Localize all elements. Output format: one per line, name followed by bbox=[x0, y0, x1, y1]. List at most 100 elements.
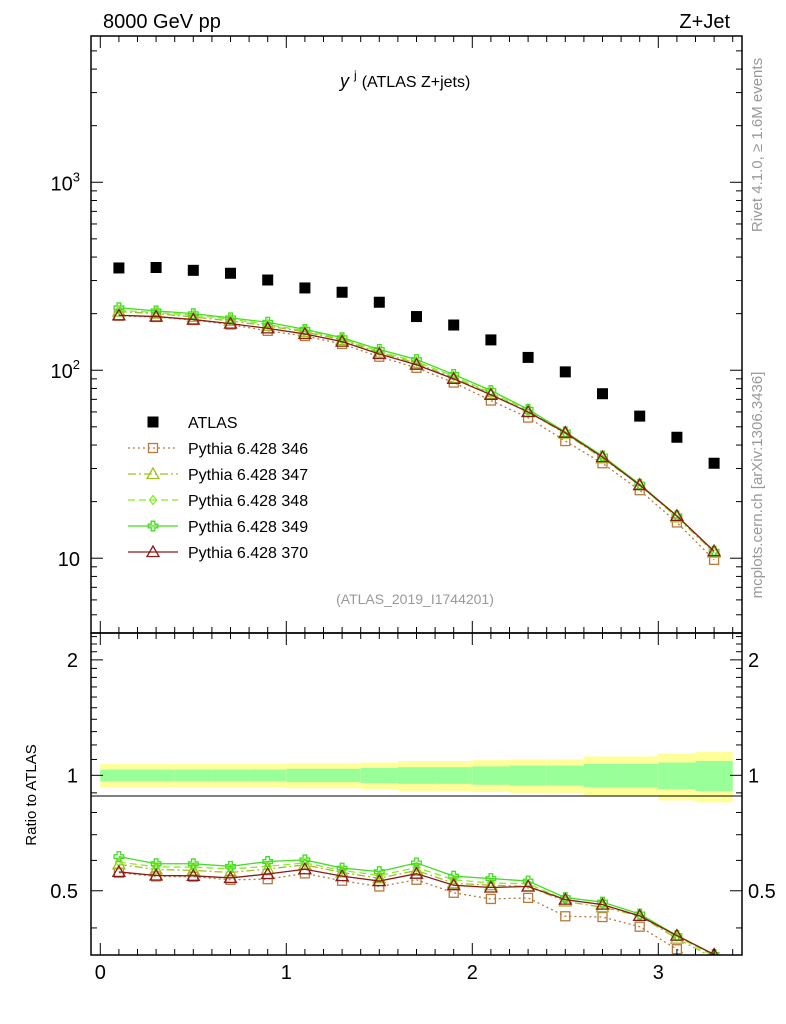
data-point-p370 bbox=[334, 334, 350, 347]
data-point-atlas bbox=[150, 262, 162, 274]
ratio-point-p349 bbox=[150, 858, 162, 870]
data-point-p349 bbox=[150, 305, 162, 317]
data-point-atlas bbox=[559, 366, 571, 378]
data-point-p349 bbox=[225, 312, 236, 324]
data-point-p346 bbox=[522, 412, 534, 423]
legend-marker-p347 bbox=[145, 466, 161, 480]
ratio-point-p370 bbox=[483, 880, 499, 893]
analysis-id: (ATLAS_2019_I1744201) bbox=[336, 591, 494, 607]
axis-ticks bbox=[91, 35, 742, 955]
data-point-p370 bbox=[558, 425, 573, 438]
ratio-point-p370 bbox=[669, 928, 685, 941]
ratio-point-p346 bbox=[485, 893, 497, 905]
ratio-point-p347 bbox=[186, 863, 201, 876]
y-tick-label: 102 bbox=[51, 357, 80, 383]
series-atlas bbox=[113, 262, 720, 469]
legend-label: Pythia 6.428 370 bbox=[188, 545, 308, 562]
legend-entry-p346: Pythia 6.428 346 bbox=[128, 441, 308, 458]
ratio-band-inner-segment bbox=[249, 769, 287, 782]
ratio-point-p349 bbox=[187, 858, 199, 870]
series-p370 bbox=[111, 307, 722, 557]
legend-label: Pythia 6.428 349 bbox=[188, 519, 308, 536]
ratio-point-p370 bbox=[709, 947, 719, 955]
data-point-atlas bbox=[336, 286, 348, 298]
data-point-atlas bbox=[225, 267, 236, 279]
mcplots-label: mcplots.cern.ch [arXiv:1306.3436] bbox=[749, 372, 766, 599]
ratio-series-p370 bbox=[111, 861, 719, 955]
data-point-atlas bbox=[671, 431, 683, 443]
legend: ATLAS Pythia 6.428 346 Pythia 6.428 347 Pyt… bbox=[128, 415, 308, 562]
x-tick-label: 3 bbox=[653, 962, 664, 984]
data-point-p370 bbox=[520, 404, 536, 418]
data-point-atlas bbox=[262, 274, 274, 286]
data-point-p370 bbox=[706, 543, 722, 557]
data-point-p370 bbox=[260, 321, 275, 334]
ratio-band-inner-segment bbox=[695, 760, 733, 792]
data-point-p349 bbox=[262, 316, 274, 328]
ratio-point-p370 bbox=[632, 908, 647, 922]
header-left: 8000 GeV pp bbox=[103, 11, 221, 33]
ratio-point-p347 bbox=[148, 862, 164, 875]
ratio-band-inner-segment bbox=[323, 768, 361, 783]
ratio-band-inner-segment bbox=[583, 764, 622, 788]
data-point-p349 bbox=[522, 403, 534, 415]
ratio-point-p370 bbox=[409, 866, 424, 879]
ratio-point-p370 bbox=[446, 877, 461, 891]
ratio-point-p370 bbox=[260, 866, 275, 880]
ratio-uncertainty-band bbox=[100, 752, 733, 803]
header-right: Z+Jet bbox=[679, 11, 730, 33]
data-point-p370 bbox=[483, 387, 499, 400]
ratio-point-p370 bbox=[297, 861, 313, 875]
legend-marker-p348 bbox=[148, 494, 158, 506]
ratio-band-inner-segment bbox=[137, 769, 175, 782]
ratio-series-p346 bbox=[113, 867, 719, 977]
data-point-p346 bbox=[485, 395, 497, 406]
data-point-p370 bbox=[297, 326, 313, 340]
ratio-point-p349 bbox=[597, 896, 608, 908]
series-line-p347 bbox=[118, 310, 715, 554]
ratio-point-p370 bbox=[223, 870, 238, 884]
ratio-band-inner-segment bbox=[100, 769, 138, 782]
ratio-point-p347 bbox=[372, 870, 387, 884]
data-point-p370 bbox=[186, 312, 201, 325]
ratio-y-tick-label-right: 1 bbox=[748, 765, 759, 787]
ratio-band-inner-segment bbox=[397, 767, 436, 784]
ratio-point-p346 bbox=[710, 968, 719, 977]
ratio-band-inner-segment bbox=[211, 769, 250, 782]
data-point-p370 bbox=[372, 346, 387, 360]
data-point-atlas bbox=[522, 351, 534, 363]
ratio-band-inner-segment bbox=[546, 765, 584, 786]
ratio-point-p370 bbox=[186, 868, 201, 881]
ratio-point-p370 bbox=[334, 868, 350, 882]
ratio-y-tick-label-left: 1 bbox=[67, 765, 78, 787]
ratio-y-tick-label-left: 0.5 bbox=[50, 881, 78, 903]
data-point-p370 bbox=[632, 477, 647, 491]
axis-tick-labels: 10 102 103 0.5 0.5 1 1 2 2 0 1 2 3 bbox=[50, 169, 776, 984]
data-point-atlas bbox=[187, 264, 199, 276]
legend-entry-p370: Pythia 6.428 370 bbox=[128, 544, 308, 562]
ratio-point-p349 bbox=[373, 866, 385, 878]
data-point-atlas bbox=[708, 457, 720, 469]
ratio-band-inner-segment bbox=[286, 768, 324, 783]
data-point-p370 bbox=[446, 371, 461, 384]
data-point-p370 bbox=[595, 449, 610, 463]
data-point-atlas bbox=[113, 262, 125, 274]
ratio-point-p370 bbox=[520, 879, 536, 892]
ratio-band-inner-segment bbox=[658, 762, 696, 790]
ratio-band-inner-segment bbox=[360, 767, 398, 783]
x-tick-label: 0 bbox=[95, 962, 106, 984]
main-frame bbox=[90, 35, 743, 634]
ratio-ylabel: Ratio to ATLAS bbox=[23, 744, 40, 845]
data-point-atlas bbox=[411, 311, 422, 323]
ratio-point-p370 bbox=[595, 897, 610, 910]
x-tick-label: 2 bbox=[467, 962, 478, 984]
data-point-p349 bbox=[411, 354, 422, 365]
legend-marker-p349 bbox=[147, 520, 159, 532]
data-point-atlas bbox=[299, 282, 311, 294]
plot-title: y j (ATLAS Z+jets) bbox=[338, 63, 470, 91]
legend-label: Pythia 6.428 347 bbox=[188, 467, 308, 484]
ratio-point-p347 bbox=[446, 875, 461, 889]
data-point-atlas bbox=[448, 319, 460, 331]
ratio-point-p370 bbox=[372, 873, 387, 887]
y-tick-label: 103 bbox=[51, 169, 80, 195]
